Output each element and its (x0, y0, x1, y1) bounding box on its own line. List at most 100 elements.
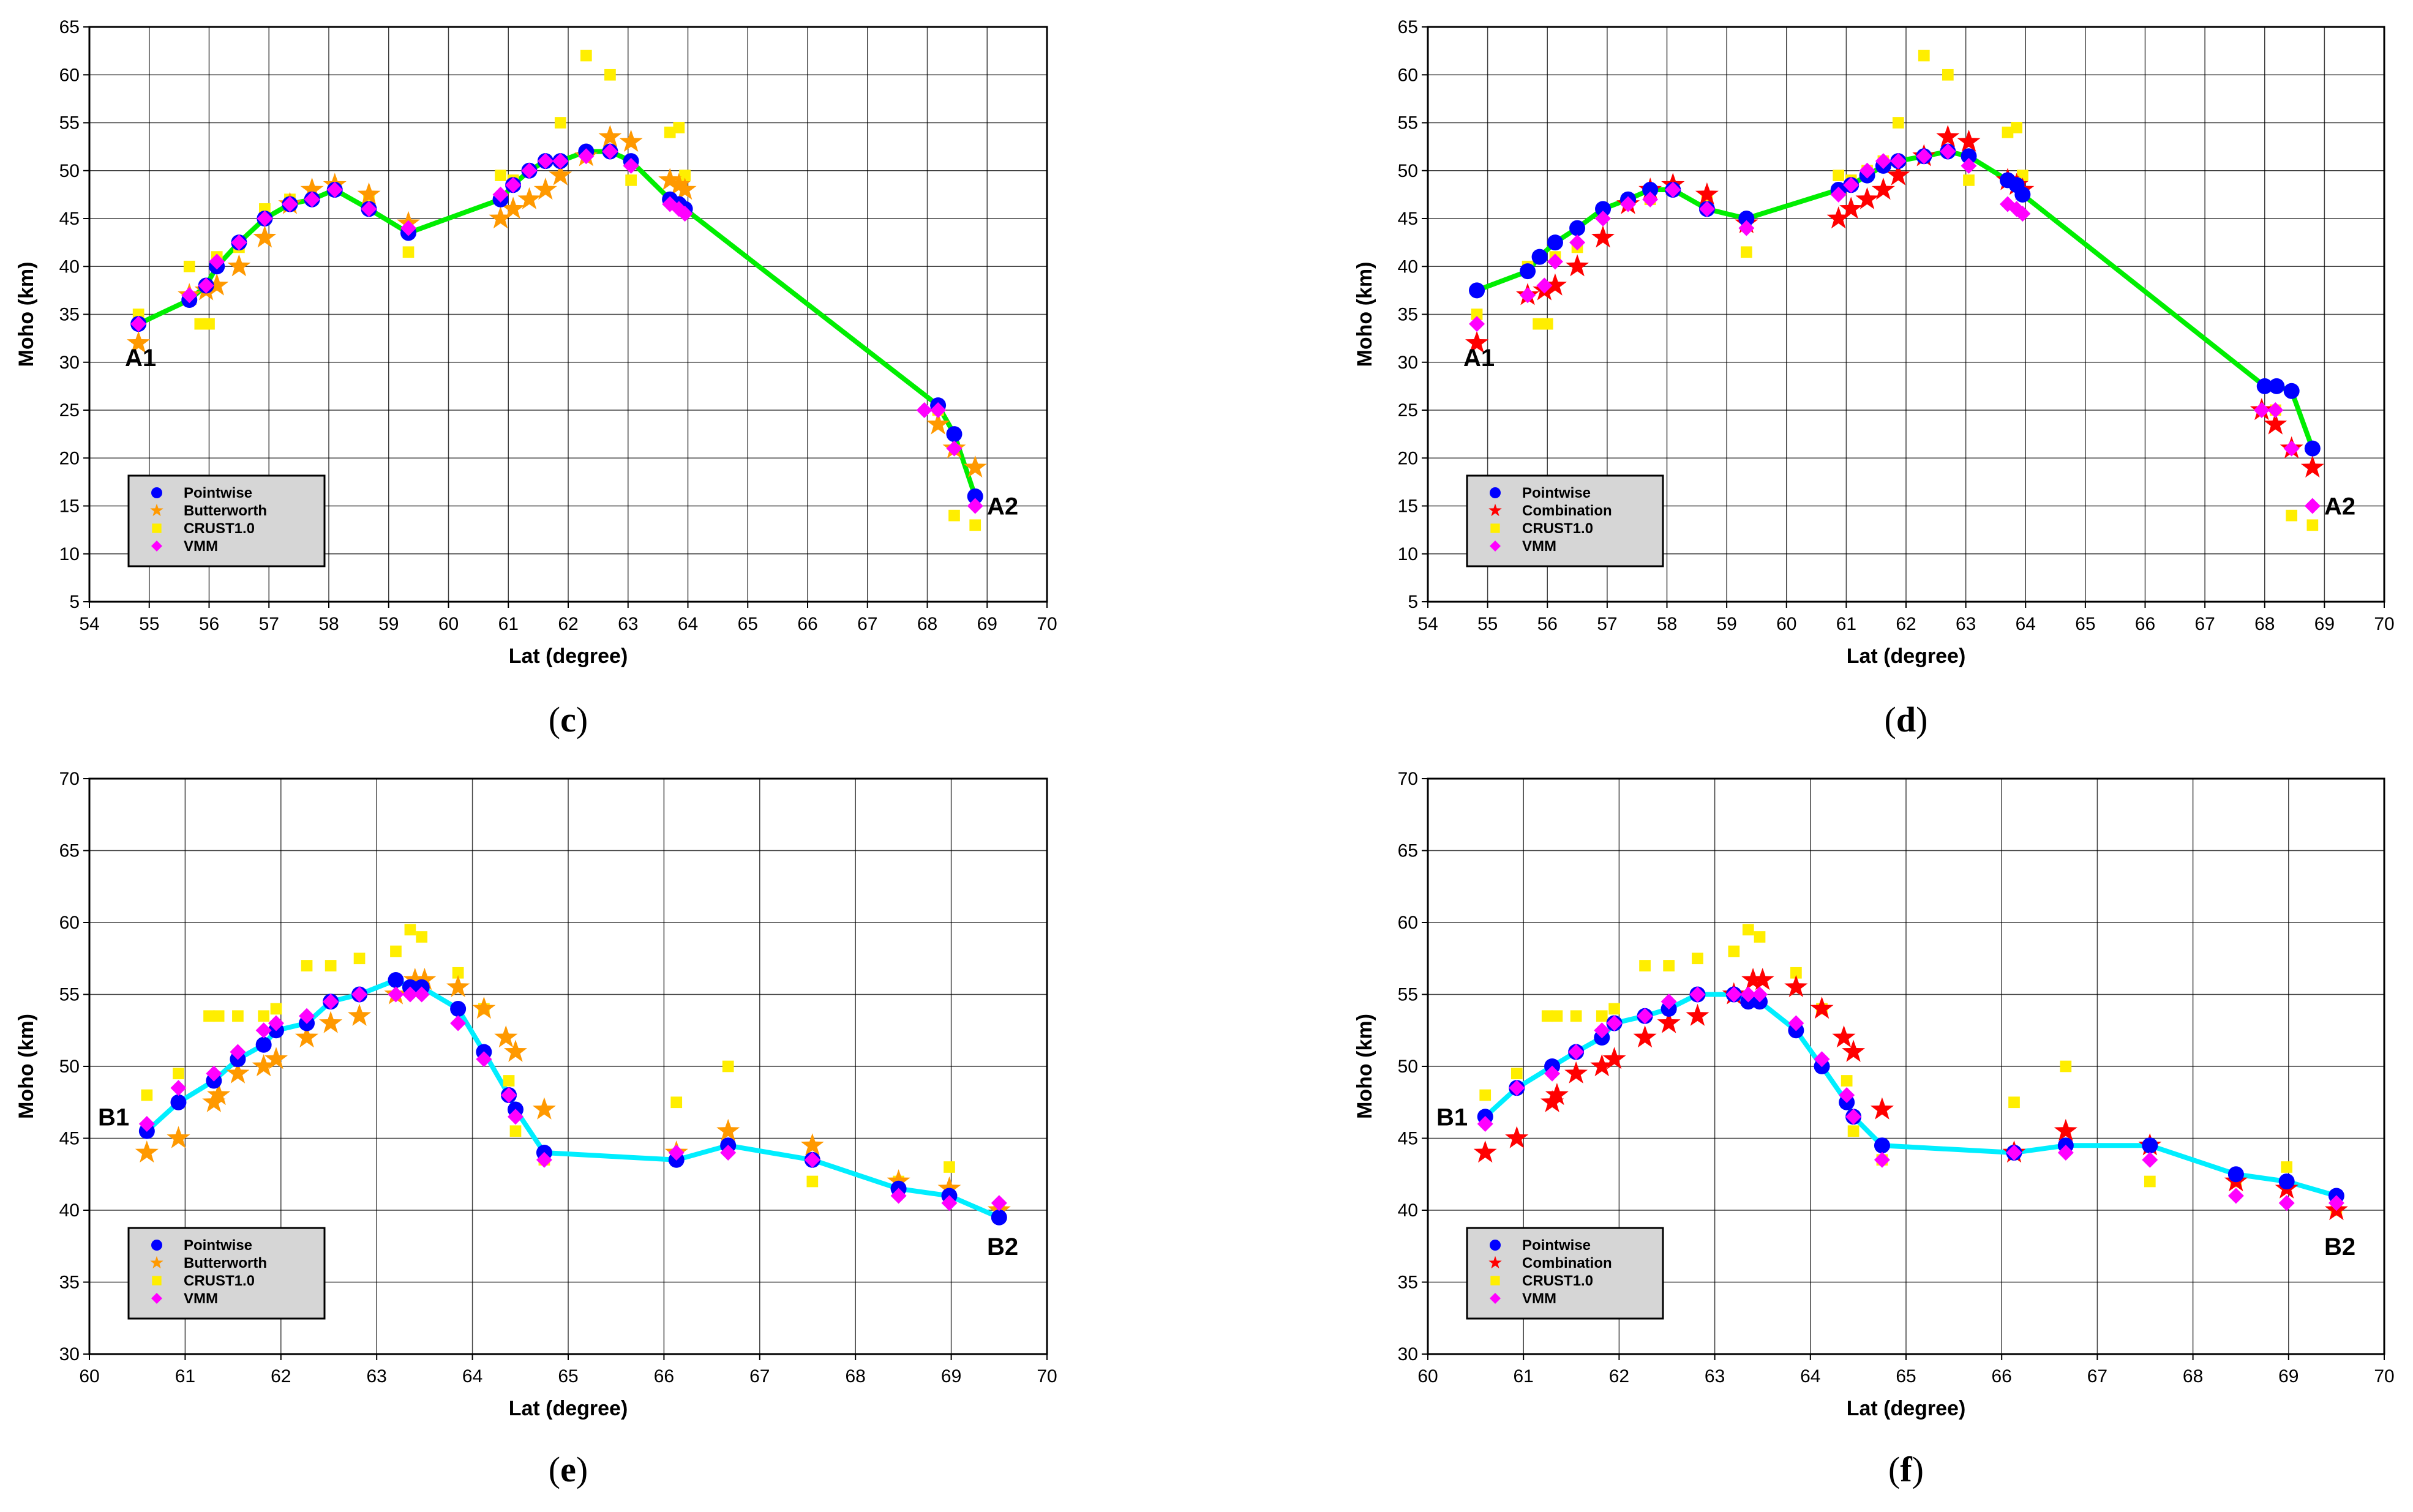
caption-paren: ( (1888, 1450, 1900, 1489)
data-point (937, 1176, 961, 1199)
data-point (194, 318, 206, 330)
data-point (521, 162, 538, 179)
data-point (604, 69, 616, 81)
x-tick-label: 64 (678, 614, 698, 634)
y-axis-title: Moho (km) (15, 262, 38, 367)
data-point (416, 931, 428, 943)
x-tick-label: 69 (977, 614, 997, 634)
series-pointwise (138, 972, 1007, 1226)
legend-entry: Pointwise (1522, 1237, 1591, 1254)
data-point (181, 287, 198, 304)
x-tick-label: 63 (367, 1366, 387, 1387)
profile-line (144, 978, 1002, 1220)
data-point (537, 153, 554, 170)
y-tick-label: 35 (59, 1273, 80, 1293)
chart-panel-e: 60 61 62 63 64 65 66 67 68 69 70 30 35 40 45 50 55 60 65 70… (15, 769, 1057, 1489)
start-label: B1 (1436, 1104, 1468, 1131)
x-axis-title: Lat (degree) (509, 645, 628, 668)
data-point (720, 1145, 737, 1161)
data-point (1892, 117, 1904, 129)
data-point (1595, 211, 1612, 226)
data-point (402, 246, 415, 258)
x-tick-label: 59 (1716, 614, 1736, 634)
y-tick-label: 25 (59, 400, 80, 421)
panel-caption: (e) (549, 1450, 588, 1489)
data-point (351, 986, 368, 1003)
end-label: A2 (2324, 493, 2355, 520)
end-label: A2 (987, 493, 1018, 520)
y-tick-label: 60 (1398, 913, 1418, 933)
y-tick-label: 15 (1398, 496, 1418, 517)
data-point (270, 1003, 282, 1015)
caption-paren: ) (1912, 1450, 1924, 1489)
data-point (258, 1010, 269, 1022)
data-point (2144, 1175, 2156, 1188)
data-point (1875, 153, 1891, 170)
data-point (1663, 960, 1675, 971)
legend-marker (1490, 1293, 1501, 1304)
data-point (1633, 1025, 1657, 1048)
data-point (1830, 186, 1847, 203)
x-tick-label: 63 (1705, 1366, 1725, 1387)
data-point (1725, 986, 1742, 1003)
data-point (1870, 1097, 1894, 1120)
x-tick-label: 66 (2135, 614, 2155, 634)
data-point (1533, 318, 1544, 330)
data-point (1510, 1068, 1523, 1080)
x-tick-label: 58 (318, 614, 339, 634)
data-point (507, 1109, 524, 1125)
y-tick-label: 40 (1398, 1200, 1418, 1221)
data-point (1469, 282, 1485, 299)
data-point (505, 177, 522, 193)
legend-marker (1490, 1276, 1500, 1286)
legend-marker (1490, 1240, 1501, 1251)
plot-frame (88, 777, 1048, 1355)
y-tick-label: 50 (1398, 161, 1418, 181)
data-point (1520, 287, 1536, 304)
data-point (1874, 1151, 1890, 1168)
data-point (1738, 220, 1755, 236)
data-point (2264, 412, 2287, 435)
data-point (948, 509, 960, 522)
y-axis-title: Moho (km) (15, 1014, 38, 1119)
data-point (658, 168, 682, 190)
data-point (2014, 186, 2031, 203)
series-vmm (130, 143, 983, 514)
data-point (198, 277, 214, 294)
data-point (1963, 174, 1975, 186)
legend-entry: CRUST1.0 (1522, 1273, 1593, 1289)
data-point (804, 1151, 820, 1168)
y-tick-label: 25 (1398, 400, 1418, 421)
data-point (969, 519, 981, 531)
data-point (517, 187, 541, 209)
data-point (226, 1061, 250, 1083)
y-tick-label: 60 (1398, 65, 1418, 85)
data-point (494, 1025, 518, 1048)
data-point (404, 924, 416, 936)
data-point (402, 986, 418, 1003)
y-tick-label: 30 (1398, 1344, 1418, 1364)
y-tick-label: 35 (1398, 305, 1418, 325)
y-tick-label: 70 (59, 769, 80, 789)
data-point (489, 206, 512, 229)
data-point (991, 1209, 1007, 1226)
data-point (619, 129, 643, 152)
data-point (1545, 1083, 1569, 1106)
series-pointwise (130, 143, 983, 504)
caption-paren: ( (1885, 700, 1896, 739)
x-tick-label: 60 (79, 1366, 99, 1387)
y-tick-label: 30 (59, 1344, 80, 1364)
data-point (1843, 177, 1859, 193)
legend-marker (150, 1256, 163, 1269)
data-point (664, 126, 676, 138)
data-point (580, 50, 592, 62)
data-point (1566, 254, 1589, 277)
panel-caption: (d) (1885, 700, 1928, 739)
x-tick-label: 59 (378, 614, 399, 634)
caption-paren: ) (576, 1450, 588, 1489)
series-crust1-0 (1479, 924, 2343, 1216)
caption-paren: ) (1916, 700, 1927, 739)
